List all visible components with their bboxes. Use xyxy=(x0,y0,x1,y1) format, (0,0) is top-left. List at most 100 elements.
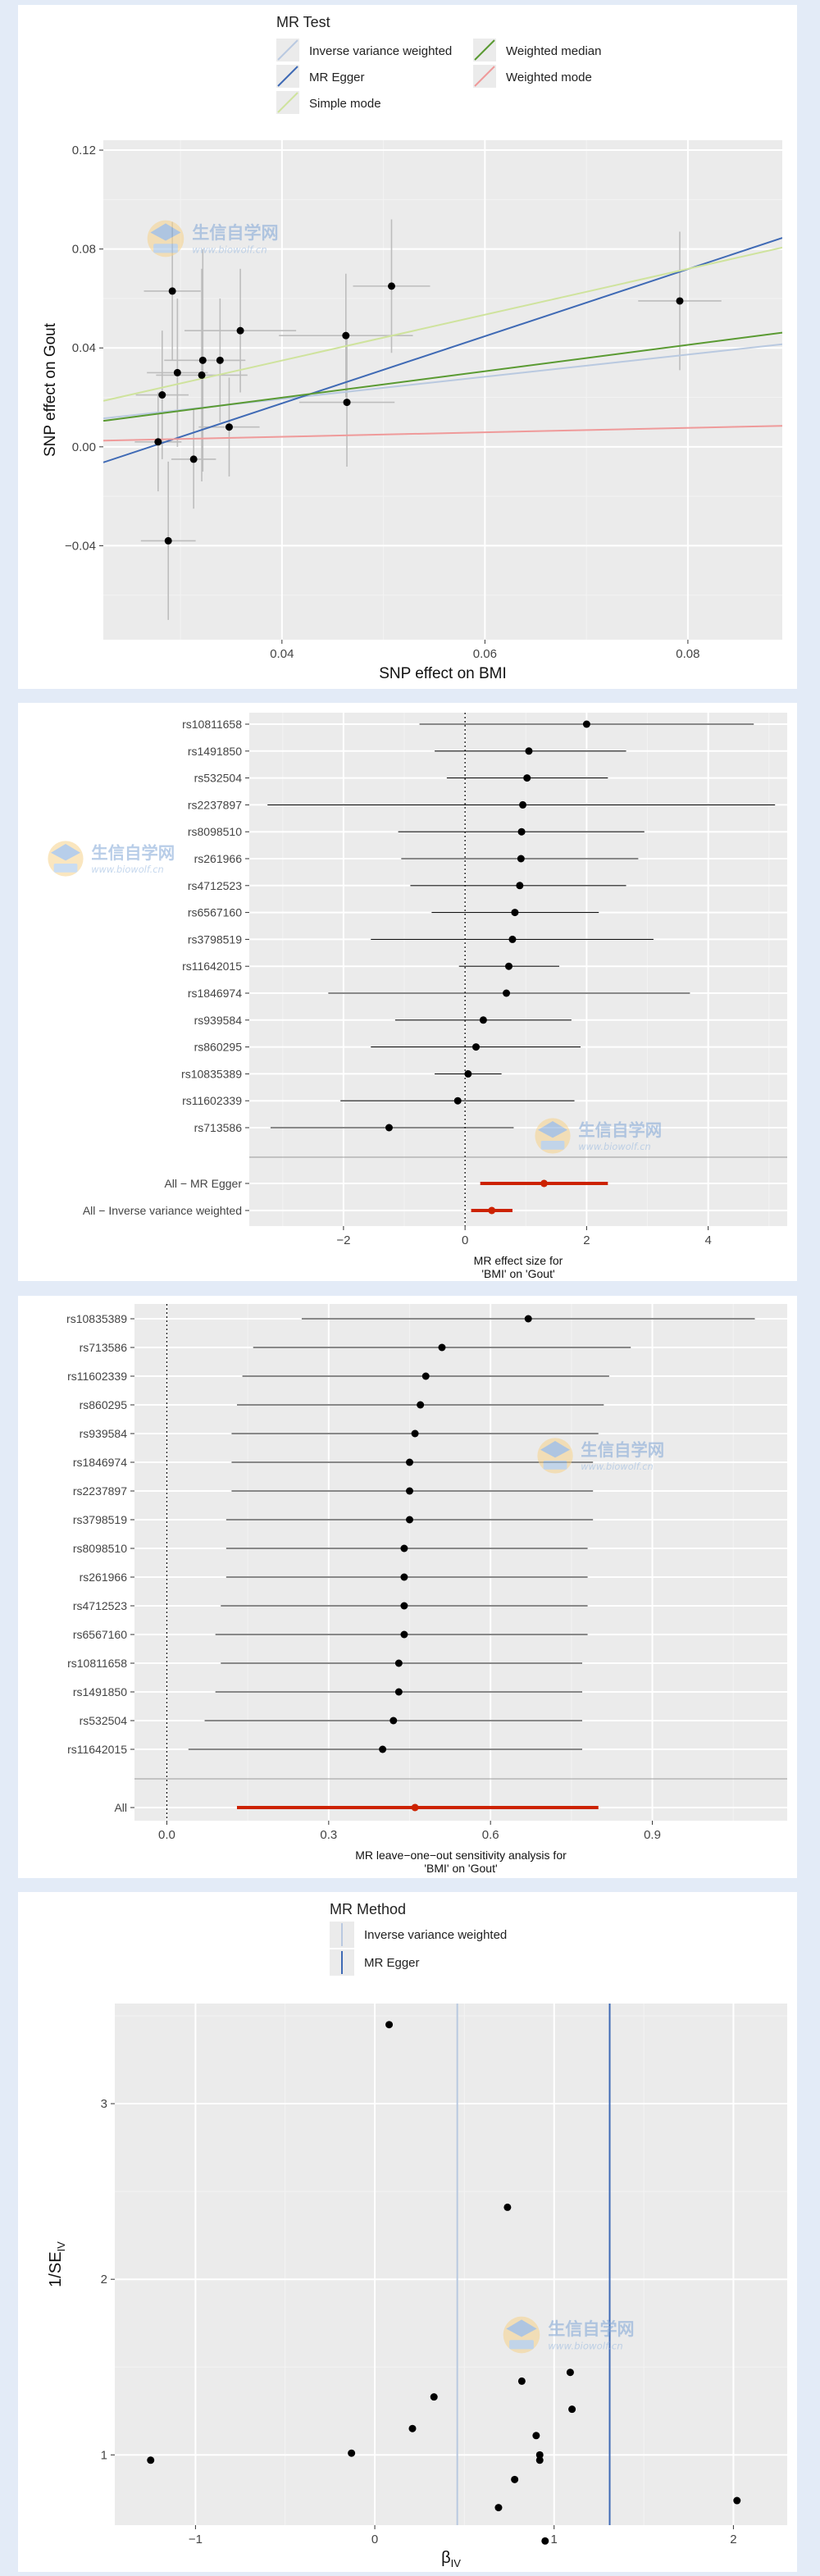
data-point xyxy=(216,356,224,364)
y-tick-label: 3 xyxy=(101,2097,107,2111)
pooled-label: All − MR Egger xyxy=(164,1177,242,1190)
leave-one-out-plot: rs10835389 rs713586 rs11602339 rs860295 rs93… xyxy=(66,1304,787,1875)
scatter-plot: MR Test Inverse variance weighted MR Egger… xyxy=(42,14,782,682)
effect-point xyxy=(479,1016,487,1024)
regression-line-weighted-mode xyxy=(103,425,782,442)
effect-point xyxy=(508,935,517,943)
snp-label: rs10811658 xyxy=(182,718,242,731)
effect-point xyxy=(464,1069,472,1078)
data-point xyxy=(517,2377,526,2385)
effect-point xyxy=(525,747,533,755)
effect-point xyxy=(517,855,525,863)
x-tick-label: 0.0 xyxy=(158,1828,175,1842)
regression-line-egger xyxy=(103,237,782,463)
snp-label: rs10835389 xyxy=(66,1312,127,1325)
x-tick-label: 4 xyxy=(704,1233,711,1247)
snp-label: rs3798519 xyxy=(188,932,242,946)
mortarboard-icon xyxy=(540,1441,570,1458)
data-point xyxy=(494,2504,503,2512)
data-point xyxy=(198,371,206,379)
legend-label: Weighted median xyxy=(506,44,601,58)
watermark-url: www.biowolf.cn xyxy=(578,1141,651,1152)
watermark-title: 生信自学网 xyxy=(578,1120,662,1140)
snp-label: rs3798519 xyxy=(73,1513,127,1526)
effect-point xyxy=(379,1745,387,1753)
x-tick-label: 0.04 xyxy=(270,647,294,661)
snp-label: rs261966 xyxy=(194,852,243,865)
effect-point xyxy=(400,1630,408,1639)
watermark-title: 生信自学网 xyxy=(192,222,278,243)
snp-label: rs4712523 xyxy=(188,879,242,892)
watermark-title: 生信自学网 xyxy=(91,843,175,863)
scatter-plot-panel: MR Test Inverse variance weighted MR Egger… xyxy=(18,5,797,689)
effect-point xyxy=(400,1602,408,1610)
legend-title: MR Test xyxy=(276,14,330,30)
watermark-url: www.biowolf.cn xyxy=(192,244,266,255)
data-point xyxy=(168,287,176,295)
forest-plot-panel: rs10811658 rs1491850 rs532504 rs2237897 rs80… xyxy=(18,703,797,1281)
data-point xyxy=(387,282,395,290)
plot-background xyxy=(115,2004,787,2525)
legend-line xyxy=(277,39,298,61)
book-icon xyxy=(540,1141,565,1150)
effect-point xyxy=(472,1043,480,1051)
watermark-url: www.biowolf.cn xyxy=(91,864,164,875)
y-axis-label: SNP effect on Gout xyxy=(42,322,59,457)
data-point xyxy=(158,391,166,399)
pooled-point xyxy=(540,1179,549,1188)
data-point xyxy=(676,297,684,305)
snp-label: rs11602339 xyxy=(67,1370,127,1383)
effect-point xyxy=(406,1516,414,1524)
x-axis-label: MR leave−one−out sensitivity analysis fo… xyxy=(355,1849,567,1862)
x-tick-label: −1 xyxy=(189,2533,203,2546)
legend-label: Simple mode xyxy=(309,97,381,111)
legend-line xyxy=(474,66,495,87)
plot-background xyxy=(103,140,782,640)
legend-label: MR Egger xyxy=(364,1956,420,1970)
watermark-url: www.biowolf.cn xyxy=(581,1461,654,1472)
data-point xyxy=(511,2475,519,2483)
y-tick-label: −0.04 xyxy=(65,539,96,553)
snp-label: rs713586 xyxy=(80,1341,128,1354)
regression-line-simple-mode xyxy=(103,246,782,402)
x-axis-label: 'BMI' on 'Gout' xyxy=(424,1862,497,1875)
effect-point xyxy=(511,909,519,917)
effect-point xyxy=(517,828,526,836)
effect-point xyxy=(523,774,531,782)
effect-point xyxy=(400,1544,408,1552)
snp-label: rs8098510 xyxy=(73,1542,127,1555)
effect-point xyxy=(406,1487,414,1495)
legend-line xyxy=(474,39,495,61)
y-tick-label: 0.12 xyxy=(72,144,96,157)
data-point xyxy=(503,2203,512,2211)
snp-label: rs2237897 xyxy=(73,1484,127,1498)
legend-line xyxy=(277,92,298,113)
funnel-plot-panel: MR Method Inverse variance weighted MR Egg… xyxy=(18,1892,797,2572)
x-tick-label: 0 xyxy=(462,1233,468,1247)
snp-label: rs860295 xyxy=(80,1398,128,1411)
data-point xyxy=(343,399,351,407)
effect-point xyxy=(394,1659,403,1667)
data-point xyxy=(385,2021,394,2029)
effect-point xyxy=(453,1097,462,1105)
effect-point xyxy=(438,1343,446,1352)
x-axis-label: 'BMI' on 'Gout' xyxy=(481,1267,554,1280)
effect-point xyxy=(400,1573,408,1581)
snp-label: rs1846974 xyxy=(73,1456,127,1469)
effect-point xyxy=(390,1717,398,1725)
mortarboard-icon xyxy=(506,2319,537,2337)
data-point xyxy=(408,2424,417,2432)
regression-line-weighted-median xyxy=(103,331,782,422)
data-point xyxy=(225,423,233,431)
y-tick-label: 1 xyxy=(101,2448,107,2462)
pooled-point xyxy=(411,1803,419,1812)
funnel-plot: MR Method Inverse variance weighted MR Egg… xyxy=(47,1901,787,2569)
x-tick-label: 0.08 xyxy=(676,647,699,661)
data-point xyxy=(189,455,198,463)
effect-point xyxy=(524,1315,532,1323)
pooled-label: All xyxy=(114,1801,127,1814)
legend-title: MR Method xyxy=(330,1901,406,1917)
